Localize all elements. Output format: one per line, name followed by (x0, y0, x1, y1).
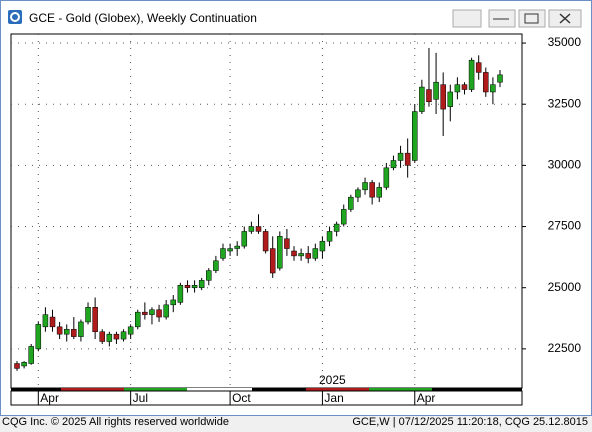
candle-body (170, 299, 177, 306)
candle-body (340, 209, 347, 225)
candle-body (248, 226, 255, 232)
candle-body (483, 72, 489, 93)
candle-body (277, 236, 283, 269)
candle-body (14, 363, 20, 369)
candle-body (490, 84, 496, 93)
candle-body (184, 284, 191, 288)
candle-body (348, 196, 354, 210)
candle-body (106, 333, 113, 342)
candle-body (71, 329, 77, 337)
candle-body (419, 86, 425, 112)
quarter-strip (306, 388, 369, 391)
candle-body (298, 253, 304, 257)
candle-body (305, 253, 311, 259)
candle-body (78, 321, 84, 337)
candle-body (454, 84, 461, 93)
candle-body (255, 226, 262, 232)
candle-body (163, 304, 169, 318)
window: GCE - Gold (Globex), Weekly Continuation… (0, 0, 592, 416)
y-tick-label: 32500 (548, 96, 582, 110)
candle-body (177, 284, 184, 303)
x-tick-label: Jul (133, 391, 148, 405)
x-tick-label: Oct (232, 391, 251, 405)
date-axis (10, 390, 523, 406)
candle-body (412, 111, 418, 161)
candle-body (333, 223, 340, 232)
candle-body (142, 311, 148, 315)
candle-body (397, 152, 404, 161)
candle-body (135, 311, 141, 328)
candle-body (35, 324, 42, 350)
candle-body (156, 309, 162, 318)
candle-body (42, 314, 49, 328)
candle-body (92, 307, 98, 332)
maximize-glyph (524, 13, 539, 24)
candle-body (63, 329, 70, 335)
candle-body (376, 187, 382, 198)
candle-body (383, 167, 390, 188)
chart: GCE - Gold (Globex), Weekly Continuation… (1, 1, 591, 406)
candle-body (390, 160, 397, 169)
quarter-strip (61, 388, 124, 391)
candle-body (113, 333, 120, 340)
icon-glyph (10, 12, 20, 22)
maximize-button[interactable] (518, 9, 546, 28)
candle-body (120, 331, 127, 340)
candle-body (468, 59, 475, 90)
candle-body (21, 362, 27, 367)
footer-right: GCE,W | 07/12/2025 11:20:18, CQG 25.12.8… (352, 416, 588, 428)
candle-body (497, 74, 503, 83)
candle-body (99, 331, 105, 342)
candle-body (198, 280, 205, 288)
candle-body (206, 270, 212, 281)
candle-body (475, 62, 482, 73)
candle-body (241, 231, 248, 247)
candle-body (85, 307, 91, 323)
candle-body (362, 182, 368, 191)
y-tick-label: 25000 (548, 280, 582, 294)
candle-body (269, 248, 276, 274)
x-tick-label: Apr (417, 391, 436, 405)
candle-body (262, 231, 269, 252)
candle-body (220, 248, 226, 259)
candle-body (49, 316, 56, 328)
y-tick-label: 35000 (548, 35, 582, 49)
candle-body (426, 89, 432, 103)
candle-body (56, 326, 63, 335)
candle-body (355, 189, 361, 198)
candle-body (326, 231, 333, 242)
x-tick-label: Jan (324, 391, 343, 405)
year-label: 2025 (319, 373, 346, 387)
candle-body (284, 238, 290, 249)
footer-left: CQG Inc. © 2025 All rights reserved worl… (2, 416, 229, 428)
y-tick-label: 22500 (548, 341, 582, 355)
quarter-strip (187, 388, 252, 391)
candle-body (312, 248, 319, 259)
x-tick-label: Apr (40, 391, 59, 405)
candle-body (213, 260, 219, 271)
candle-body (127, 326, 134, 335)
candle-body (291, 250, 297, 257)
candle-body (149, 309, 155, 315)
quarter-strip (369, 388, 432, 391)
candle-body (369, 182, 375, 198)
link-button[interactable] (452, 9, 482, 28)
date-strip (11, 388, 522, 391)
close-glyph (559, 13, 571, 24)
candle-body (404, 152, 411, 166)
candle-body (447, 91, 454, 107)
candle-body (461, 84, 468, 90)
candle-body (227, 248, 233, 252)
candle-body (440, 84, 446, 110)
candle-body (191, 284, 198, 288)
y-tick-label: 27500 (548, 219, 582, 233)
candle-body (319, 240, 326, 252)
candle-body (234, 245, 240, 249)
candle-body (433, 81, 439, 100)
quarter-strip (124, 388, 187, 391)
window-title: GCE - Gold (Globex), Weekly Continuation (29, 11, 257, 25)
candle-body (28, 346, 34, 364)
y-tick-label: 30000 (548, 158, 582, 172)
